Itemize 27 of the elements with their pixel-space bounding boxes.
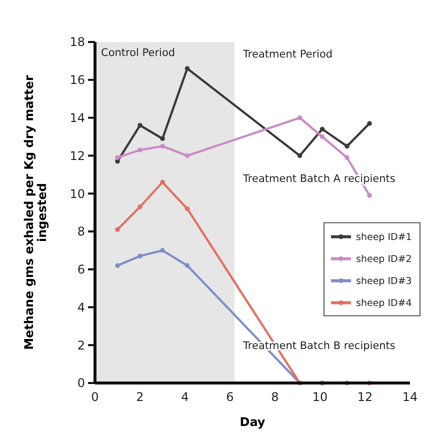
y-tick-label: 18 — [70, 35, 85, 50]
x-tick-label: 2 — [136, 390, 144, 404]
x-tick-label: 14 — [402, 390, 418, 404]
y-tick-label: 4 — [77, 300, 85, 314]
x-axis-title: Day — [240, 415, 266, 429]
y-axis-title: Methane gms exhaled per Kg dry matter ingested — [22, 75, 50, 350]
x-tick-label: 8 — [271, 390, 279, 404]
legend-label: sheep ID#1 — [356, 232, 412, 244]
x-tick-label: 10 — [312, 390, 328, 404]
y-tick-label: 12 — [70, 148, 85, 163]
annotation: Treatment Period — [242, 48, 333, 60]
y-tick-label: 2 — [77, 338, 85, 352]
x-tick-label: 6 — [226, 390, 234, 404]
x-tick-label: 0 — [91, 390, 99, 404]
legend-label: sheep ID#4 — [356, 298, 412, 310]
legend-label: sheep ID#3 — [356, 276, 412, 288]
y-tick-label: 14 — [70, 110, 85, 125]
y-tick-label: 6 — [77, 262, 85, 277]
y-tick-label: 16 — [70, 73, 85, 88]
y-tick-label: 8 — [77, 224, 85, 239]
legend-label: sheep ID#2 — [356, 254, 412, 266]
x-tick-label: 12 — [357, 390, 373, 404]
annotation: Treatment Batch A recipients — [242, 172, 396, 185]
band-label: Control Period — [101, 47, 176, 59]
x-tick-label: 4 — [181, 390, 189, 404]
y-tick-label: 0 — [77, 376, 85, 390]
y-tick-label: 10 — [70, 186, 85, 201]
